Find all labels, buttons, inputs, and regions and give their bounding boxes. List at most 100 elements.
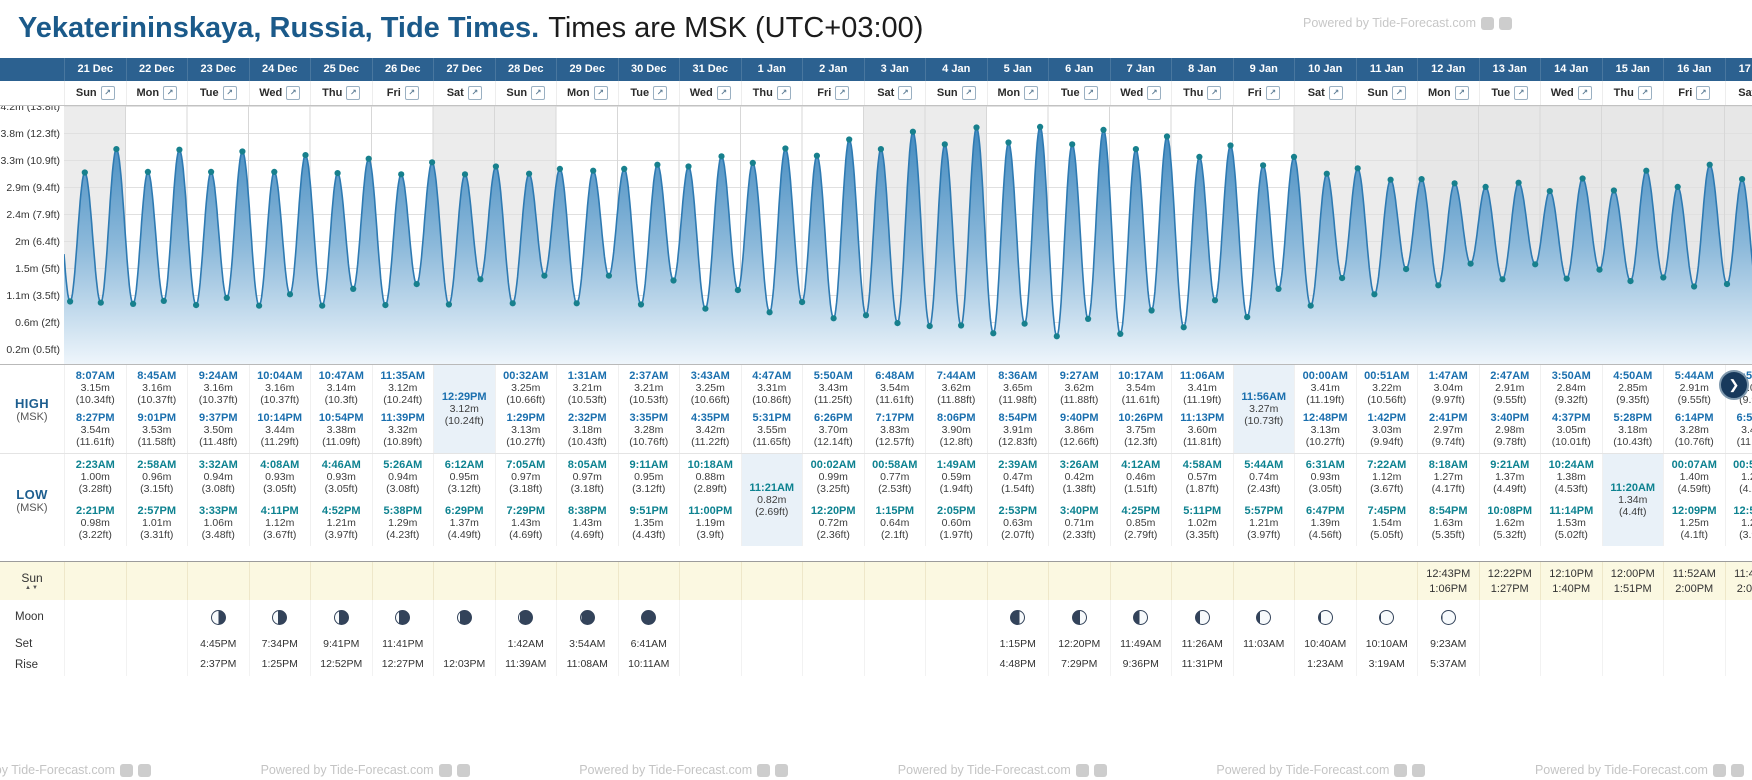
expand-day-icon[interactable]: ↗: [1637, 86, 1652, 100]
dow-cell: Thu ↗: [740, 81, 803, 105]
sun-times-cell: [1048, 562, 1110, 600]
tide-height-ft: (10.66ft): [506, 393, 546, 406]
watermark: Powered by Tide-Forecast.com: [1535, 763, 1744, 777]
tide-height-ft: (4.23ft): [386, 528, 420, 541]
date-cell: 13 Jan: [1478, 58, 1541, 81]
expand-day-icon[interactable]: ↗: [1454, 86, 1469, 100]
moonset-time: 9:23AM: [1417, 634, 1479, 654]
tide-height-ft: (3.67ft): [1370, 482, 1404, 495]
tide-height-ft: (9.55ft): [1677, 393, 1711, 406]
tide-entry: 11:20AM 1.34m (4.4ft): [1603, 482, 1664, 518]
expand-day-icon[interactable]: ↗: [286, 86, 301, 100]
expand-day-icon[interactable]: ↗: [531, 86, 546, 100]
moonset-time: 1:15PM: [986, 634, 1049, 654]
expand-day-icon[interactable]: ↗: [1696, 86, 1711, 100]
tide-height-ft: (11.88ft): [937, 393, 976, 406]
dow-label: Thu: [322, 87, 343, 99]
tide-entry: 9:40PM 3.86m (12.66ft): [1049, 412, 1110, 448]
moonrise-time: [740, 654, 803, 676]
expand-day-icon[interactable]: ↗: [404, 86, 419, 100]
tide-time: 8:54PM: [1428, 505, 1468, 517]
tide-height-m: 0.46m: [1126, 471, 1156, 483]
expand-day-icon[interactable]: ↗: [898, 86, 913, 100]
expand-day-icon[interactable]: ↗: [1392, 86, 1407, 100]
tide-height-ft: (5.05ft): [1370, 528, 1404, 541]
tide-height-m: 1.00m: [80, 471, 110, 483]
dow-cell: Sun ↗: [494, 81, 557, 105]
date-cell: 4 Jan: [925, 58, 987, 81]
tide-time: 6:29PM: [444, 505, 484, 517]
tide-entry: 6:26PM 3.70m (12.14ft): [803, 412, 864, 448]
tide-height-ft: (10.53ft): [629, 393, 669, 406]
tide-height-ft: (10.56ft): [1367, 393, 1407, 406]
expand-day-icon[interactable]: ↗: [961, 86, 976, 100]
watermark-icon: [775, 763, 789, 777]
expand-day-icon[interactable]: ↗: [653, 86, 668, 100]
tide-height-ft: (3.25ft): [816, 482, 850, 495]
expand-day-icon[interactable]: ↗: [776, 86, 791, 100]
tide-height-ft: (10.76ft): [1674, 435, 1714, 448]
expand-day-icon[interactable]: ↗: [593, 86, 608, 100]
next-days-button[interactable]: ❯: [1719, 370, 1749, 400]
moonrise-row: Rise 2:37PM 1:25PM 12:52PM 12:27PM 12:03PM 11…: [0, 654, 1752, 676]
expand-day-icon[interactable]: ↗: [346, 86, 361, 100]
date-cell: 28 Dec: [494, 58, 557, 81]
expand-day-icon[interactable]: ↗: [1328, 86, 1343, 100]
low-tide-cell: 2:39AM 0.47m (1.54ft) 2:53PM 0.63m (2.07ft): [986, 454, 1049, 546]
watermark-icon: [1394, 763, 1408, 777]
expand-day-icon[interactable]: ↗: [467, 86, 482, 100]
sunrise-time: 12:22PM: [1487, 567, 1532, 580]
watermark-icon: [438, 763, 452, 777]
expand-day-icon[interactable]: ↗: [163, 86, 178, 100]
expand-day-icon[interactable]: ↗: [1207, 86, 1222, 100]
tide-time: 8:36AM: [998, 370, 1038, 382]
tide-height-m: 1.53m: [1556, 517, 1586, 529]
tide-entry: 4:35PM 3.42m (11.22ft): [680, 412, 741, 448]
expand-day-icon[interactable]: ↗: [1024, 86, 1039, 100]
expand-day-icon[interactable]: ↗: [1514, 86, 1529, 100]
tide-entry: 11:21AM 0.82m (2.69ft): [742, 482, 803, 518]
watermark: Powered by Tide-Forecast.com: [1303, 16, 1512, 30]
expand-day-icon[interactable]: ↗: [222, 86, 237, 100]
sunrise-time: 12:00PM: [1610, 567, 1655, 580]
expand-day-icon[interactable]: ↗: [1577, 86, 1592, 100]
expand-day-icon[interactable]: ↗: [1147, 86, 1162, 100]
tide-height-ft: (9.74ft): [1431, 435, 1465, 448]
expand-day-icon[interactable]: ↗: [100, 86, 115, 100]
tide-entry: 2:41PM 2.97m (9.74ft): [1418, 412, 1479, 448]
dow-label: Wed: [1120, 87, 1144, 99]
tide-height-m: 0.93m: [326, 471, 356, 483]
date-cell: 9 Jan: [1232, 58, 1295, 81]
tide-height-ft: (11.88ft): [1060, 393, 1099, 406]
high-tide-cell: 10:04AM 3.16m (10.37ft) 10:14PM 3.44m (11.29f…: [248, 365, 311, 453]
tide-height-ft: (3.05ft): [324, 482, 358, 495]
tide-entry: 10:04AM 3.16m (10.37ft): [250, 370, 311, 406]
expand-day-icon[interactable]: ↗: [716, 86, 731, 100]
tide-entry: 10:14PM 3.44m (11.29ft): [250, 412, 311, 448]
sun-times-cell: [556, 562, 618, 600]
tide-time: 4:47AM: [752, 370, 792, 382]
expand-day-icon[interactable]: ↗: [1083, 86, 1098, 100]
tide-height-m: 1.21m: [1249, 517, 1279, 529]
sun-times-cell: [1109, 562, 1172, 600]
dow-cell: Thu ↗: [1171, 81, 1233, 105]
tide-entry: 7:29PM 1.43m (4.69ft): [496, 505, 557, 541]
tide-time: 9:40PM: [1059, 412, 1099, 424]
tide-time: 00:32AM: [503, 370, 549, 382]
expand-day-icon[interactable]: ↗: [835, 86, 850, 100]
dow-label: Wed: [1550, 87, 1574, 99]
tide-height-m: 0.94m: [203, 471, 233, 483]
tide-entry: 8:36AM 3.65m (11.98ft): [988, 370, 1049, 406]
tide-height-ft: (10.37ft): [137, 393, 177, 406]
y-axis-label: 3.3m (10.9ft): [0, 154, 60, 167]
tide-time: 10:18AM: [687, 459, 733, 471]
tide-height-m: 0.85m: [1126, 517, 1156, 529]
dow-cell: Fri ↗: [371, 81, 434, 105]
dow-label: Sat: [1738, 87, 1752, 99]
tide-height-m: 1.27m: [1433, 471, 1463, 483]
expand-day-icon[interactable]: ↗: [1265, 86, 1280, 100]
moonset-time: [1478, 634, 1541, 654]
tide-height-ft: (12.3ft): [1124, 435, 1158, 448]
tide-time: 00:59AM: [1733, 459, 1752, 471]
tide-height-m: 3.18m: [572, 424, 602, 436]
